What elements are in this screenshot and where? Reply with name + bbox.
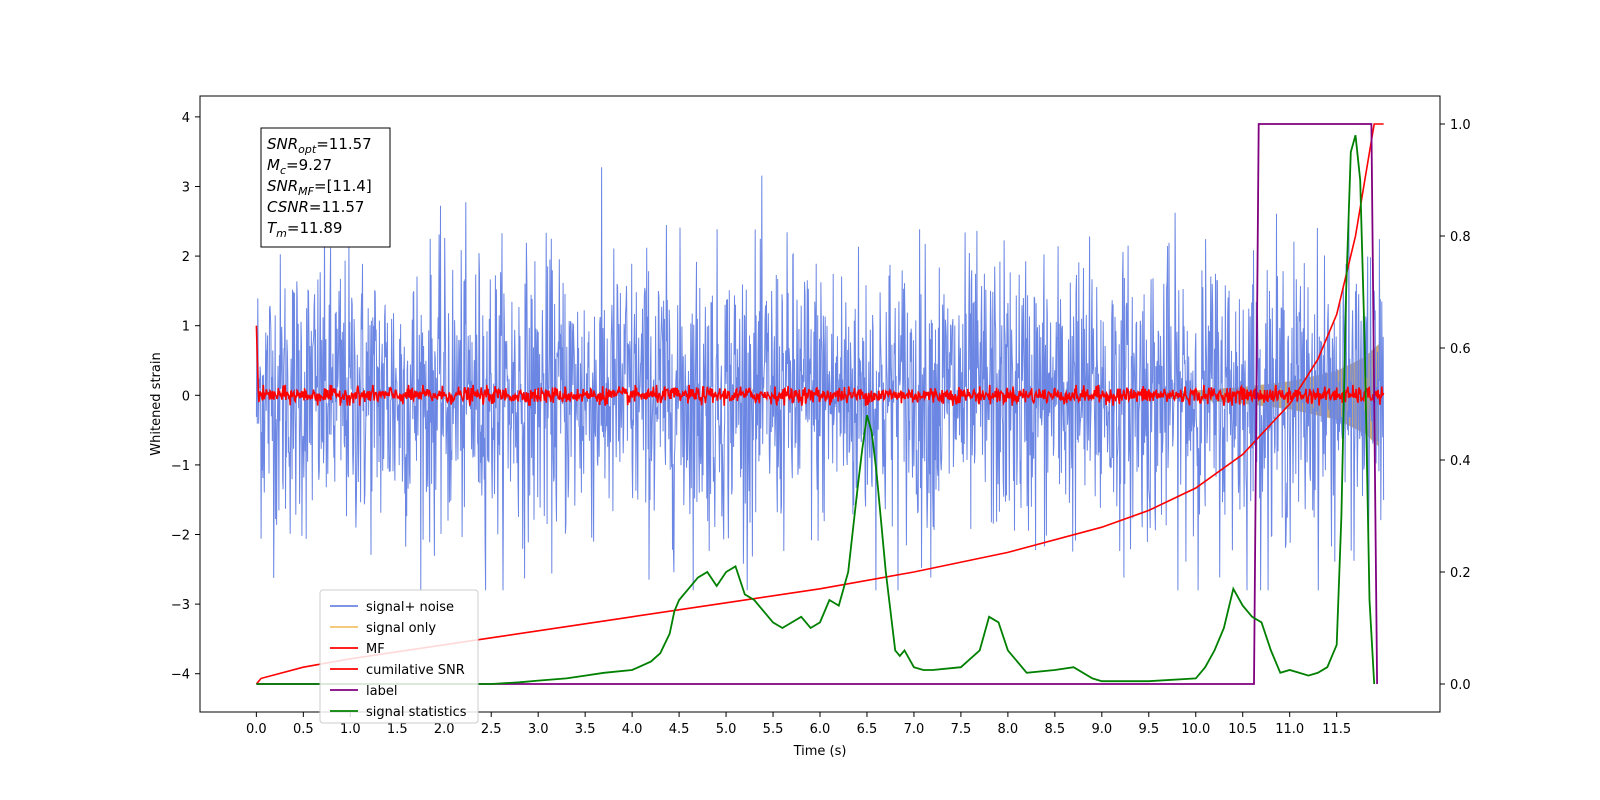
y-tick-label: 1 (182, 320, 190, 335)
x-tick-label: 7.5 (951, 722, 972, 737)
x-tick-label: 2.5 (481, 722, 502, 737)
x-tick-label: 10.0 (1181, 722, 1210, 737)
legend-frame (319, 589, 479, 724)
x-tick-label: 2.0 (434, 722, 455, 737)
legend-entry: label (366, 684, 397, 699)
annotation-line: Mc=9.27 (267, 156, 332, 177)
x-tick-label: 5.5 (763, 722, 784, 737)
x-tick-label: 6.5 (857, 722, 878, 737)
y-tick-label: 2 (182, 250, 190, 265)
x-tick-label: 1.5 (387, 722, 408, 737)
x-tick-label: 1.0 (340, 722, 361, 737)
y2-tick-label: 0.0 (1450, 678, 1471, 693)
x-tick-label: 9.5 (1138, 722, 1159, 737)
x-tick-label: 8.5 (1045, 722, 1066, 737)
legend-entry: cumilative SNR (366, 663, 465, 678)
y-axis-left: −4 −3 −2 −1 0 1 2 3 4 (171, 111, 200, 683)
series-label (256, 123, 1378, 685)
annotation-line: SNRopt=11.57 (267, 135, 372, 156)
x-tick-label: 9.0 (1091, 722, 1112, 737)
series-signal-statistics (256, 134, 1376, 685)
legend-entry: signal+ noise (366, 600, 454, 615)
legend-entry: MF (366, 642, 385, 657)
y2-tick-label: 0.8 (1450, 230, 1471, 245)
x-tick-label: 3.5 (575, 722, 596, 737)
y-tick-label: 0 (182, 389, 190, 404)
legend-entry: signal statistics (366, 705, 467, 720)
y-axis-right: 0.0 0.2 0.4 0.6 0.8 1.0 (1440, 118, 1471, 693)
y-tick-label: −2 (171, 529, 190, 544)
y-tick-label: 3 (182, 180, 190, 195)
y-tick-label: −3 (171, 598, 190, 613)
legend-entry: signal only (366, 621, 436, 636)
x-tick-label: 3.0 (528, 722, 549, 737)
x-tick-label: 0.5 (293, 722, 314, 737)
x-tick-label: 8.0 (998, 722, 1019, 737)
y2-tick-label: 0.4 (1450, 454, 1471, 469)
x-tick-label: 4.0 (622, 722, 643, 737)
x-axis: 0.0 0.5 1.0 1.5 2.0 2.5 3.0 3.5 4.0 4.5 5.0 5.5 6.0 6… (246, 712, 1351, 737)
annotation-line: CSNR=11.57 (267, 198, 364, 216)
x-tick-label: 5.0 (716, 722, 737, 737)
legend: signal+ noise signal only MF cumilative SNR… (319, 589, 479, 724)
x-tick-label: 0.0 (246, 722, 267, 737)
y2-tick-label: 0.2 (1450, 566, 1471, 581)
y-tick-label: −4 (171, 668, 190, 683)
y-tick-label: 4 (182, 111, 190, 126)
x-tick-label: 6.0 (810, 722, 831, 737)
y-tick-label: −1 (171, 459, 190, 474)
x-tick-label: 4.5 (669, 722, 690, 737)
x-tick-label: 10.5 (1228, 722, 1257, 737)
annotation-line: SNRMF=[11.4] (267, 177, 372, 198)
y2-tick-label: 1.0 (1450, 118, 1471, 133)
y2-tick-label: 0.6 (1450, 342, 1471, 357)
x-tick-label: 11.0 (1275, 722, 1304, 737)
series-mf (255, 325, 1385, 407)
x-tick-label: 11.5 (1322, 722, 1351, 737)
x-tick-label: 7.0 (904, 722, 925, 737)
series-signal-noise (255, 167, 1385, 591)
x-axis-label: Time (s) (793, 744, 847, 759)
annotation-line: Tm=11.89 (267, 219, 342, 240)
snr-annotation-box: SNRopt=11.57Mc=9.27SNRMF=[11.4]CSNR=11.5… (260, 127, 391, 248)
y-axis-label: Whitened strain (149, 352, 164, 455)
